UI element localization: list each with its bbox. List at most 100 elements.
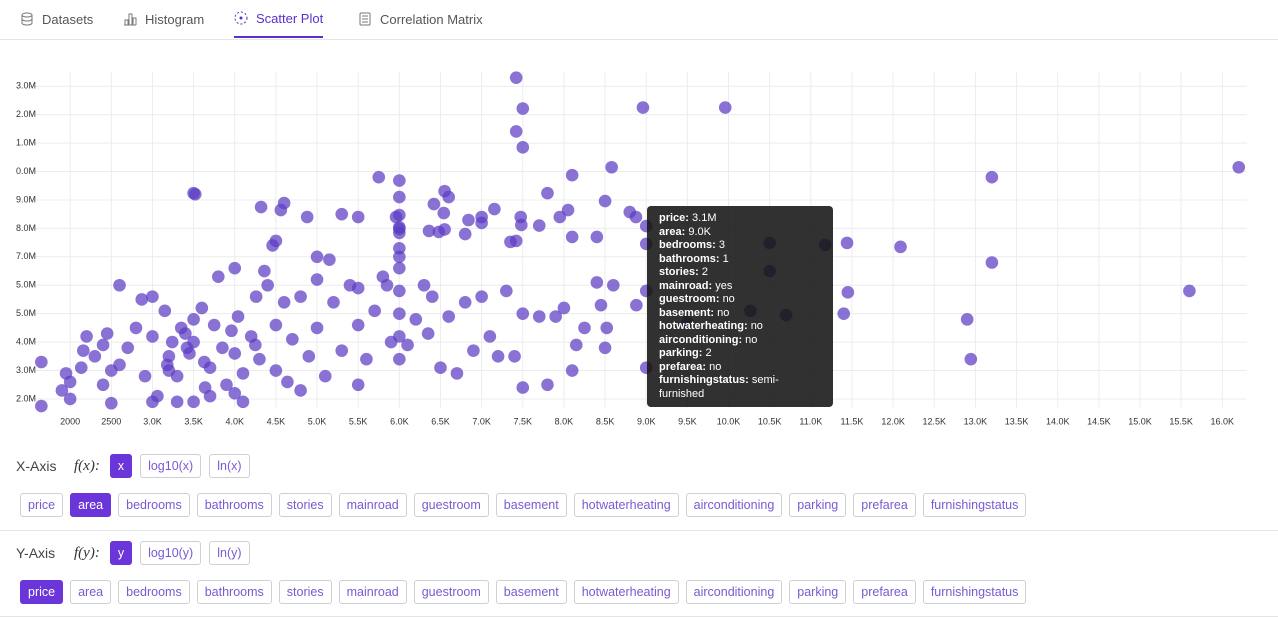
point	[549, 310, 563, 323]
y-axis-transform-row: Y-Axis f(y): y log10(y) ln(y)	[16, 541, 250, 565]
point	[266, 239, 279, 252]
tab[interactable]: Scatter Plot	[234, 0, 324, 38]
point	[59, 367, 73, 380]
tab[interactable]: Histogram	[123, 0, 204, 38]
tab-label: Datasets	[42, 11, 94, 27]
y-tick-label: 9.0M	[16, 194, 36, 204]
x-tick-label: 12.5K	[923, 416, 947, 426]
tab[interactable]: Datasets	[20, 0, 93, 38]
column-button[interactable]: mainroad	[338, 493, 407, 517]
x-tick-label: 2000	[60, 416, 80, 426]
y-tick-label: 3.0M	[16, 365, 36, 375]
transform-button[interactable]: log10(y)	[140, 541, 202, 565]
icon	[234, 11, 248, 25]
column-button[interactable]: hotwaterheating	[573, 493, 679, 517]
point	[88, 350, 102, 363]
x-tick-label: 9.0K	[637, 416, 656, 426]
tooltip-value: yes	[715, 279, 733, 292]
point	[475, 216, 488, 230]
tooltip-row: basement: no	[659, 307, 821, 321]
column-button[interactable]: bathrooms	[196, 580, 272, 604]
point	[508, 350, 521, 363]
point	[170, 369, 184, 383]
tooltip-row: price: 3.1M	[659, 212, 821, 226]
point	[294, 384, 307, 397]
point	[442, 310, 456, 323]
point	[393, 190, 406, 204]
point	[146, 330, 159, 343]
x-tick-label: 15.0K	[1128, 416, 1152, 426]
point	[77, 344, 90, 357]
column-button[interactable]: stories	[278, 493, 332, 517]
column-button[interactable]: guestroom	[413, 580, 489, 604]
point	[500, 284, 513, 298]
point	[121, 341, 135, 355]
column-button[interactable]: furnishingstatus	[922, 580, 1027, 604]
point	[258, 264, 271, 278]
column-button[interactable]: basement	[495, 580, 567, 604]
column-button[interactable]: price	[20, 493, 64, 517]
point	[165, 335, 179, 349]
column-button[interactable]: guestroom	[413, 493, 489, 517]
column-button[interactable]: airconditioning	[685, 580, 783, 604]
point	[565, 364, 579, 377]
point	[516, 307, 530, 320]
point	[393, 307, 406, 320]
point	[277, 296, 291, 309]
point	[442, 190, 456, 204]
point	[532, 310, 546, 323]
column-button[interactable]: parking	[789, 580, 847, 604]
transform-button[interactable]: ln(x)	[209, 454, 250, 478]
tooltip-value: 9.0K	[688, 225, 711, 238]
column-button[interactable]: mainroad	[338, 580, 407, 604]
tooltip-key: prefarea:	[659, 360, 707, 373]
x-tick-label: 9.5K	[678, 416, 697, 426]
column-button[interactable]: bedrooms	[118, 493, 190, 517]
column-button[interactable]: bedrooms	[118, 580, 190, 604]
point	[323, 253, 336, 266]
point	[174, 321, 188, 335]
tab-label: Correlation Matrix	[380, 11, 483, 27]
point	[360, 352, 373, 366]
point	[286, 332, 299, 346]
point	[450, 367, 464, 380]
column-button[interactable]: hotwaterheating	[573, 580, 679, 604]
tooltip-value: 3.1M	[692, 212, 717, 224]
point	[327, 296, 340, 309]
transform-button[interactable]: y	[109, 541, 133, 565]
tooltip-value: semi-furnished	[659, 374, 779, 400]
point	[368, 304, 381, 318]
point	[629, 210, 643, 224]
tooltip-value: 2	[705, 347, 712, 359]
column-button[interactable]: prefarea	[853, 493, 916, 517]
point	[310, 273, 324, 286]
point	[55, 384, 69, 397]
x-tick-label: 11.5K	[841, 416, 864, 426]
column-button[interactable]: area	[70, 580, 112, 604]
point	[96, 338, 110, 352]
column-button[interactable]: furnishingstatus	[922, 493, 1027, 517]
transform-button[interactable]: x	[109, 454, 133, 478]
column-button[interactable]: prefarea	[853, 580, 916, 604]
column-button[interactable]: stories	[278, 580, 332, 604]
transform-button[interactable]: ln(y)	[209, 541, 250, 565]
column-button[interactable]: parking	[789, 493, 847, 517]
point	[228, 386, 242, 400]
column-button[interactable]: basement	[495, 493, 567, 517]
point	[437, 206, 451, 220]
point	[509, 71, 523, 84]
scatter-chart: 2.0M 3.0M 4.0M 5.0M 5.0M 7.0M 8.0M 9.0M 0.0M 1.0M…	[16, 71, 1247, 426]
point	[216, 341, 229, 355]
column-button[interactable]: area	[70, 493, 112, 517]
tooltip-key: basement:	[659, 306, 715, 319]
x-tick-label: 8.0K	[555, 416, 574, 426]
transform-button[interactable]: log10(x)	[140, 454, 202, 478]
tab[interactable]: Correlation Matrix	[358, 0, 483, 38]
point	[231, 310, 245, 323]
point	[960, 313, 974, 326]
column-button[interactable]: airconditioning	[685, 493, 783, 517]
column-button[interactable]: bathrooms	[196, 493, 272, 517]
column-button[interactable]: price	[20, 580, 64, 604]
point	[458, 296, 472, 309]
point	[393, 174, 406, 187]
